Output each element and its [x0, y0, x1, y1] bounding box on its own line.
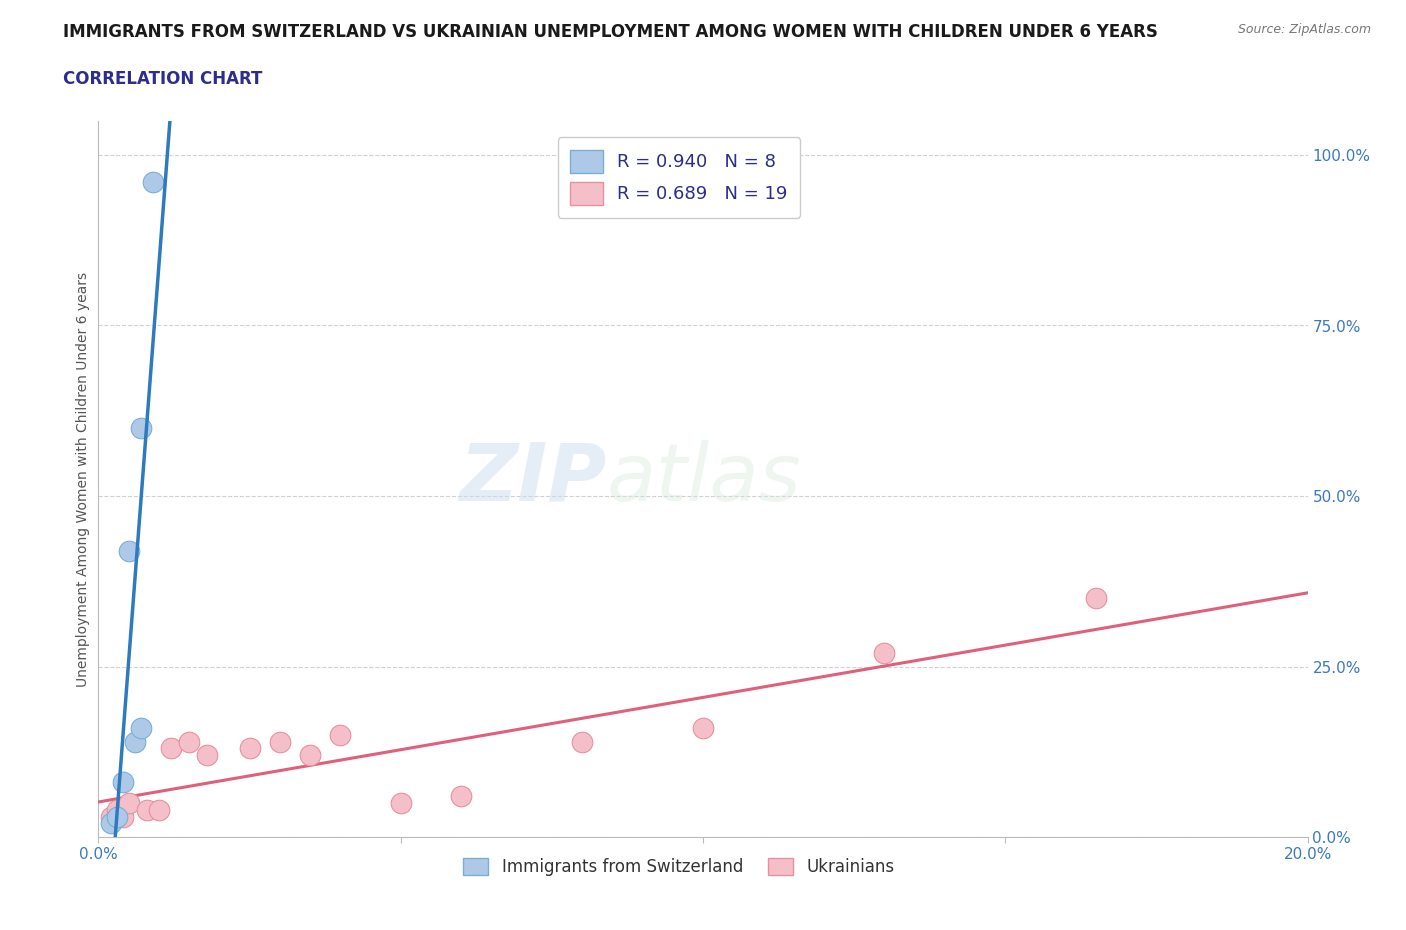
Point — [105, 803, 128, 817]
Point — [142, 175, 165, 190]
Point — [100, 809, 122, 824]
Point — [389, 795, 412, 810]
Point — [135, 803, 157, 817]
Point — [111, 775, 134, 790]
Point — [160, 741, 183, 756]
Point — [269, 734, 291, 749]
Point — [111, 809, 134, 824]
Point — [129, 721, 152, 736]
Point — [105, 809, 128, 824]
Point — [1085, 591, 1108, 605]
Point — [692, 721, 714, 736]
Point — [329, 727, 352, 742]
Point — [100, 816, 122, 830]
Point — [179, 734, 201, 749]
Text: atlas: atlas — [606, 440, 801, 518]
Point — [124, 734, 146, 749]
Point — [299, 748, 322, 763]
Point — [118, 543, 141, 558]
Text: Source: ZipAtlas.com: Source: ZipAtlas.com — [1237, 23, 1371, 36]
Point — [239, 741, 262, 756]
Point — [118, 795, 141, 810]
Text: CORRELATION CHART: CORRELATION CHART — [63, 70, 263, 87]
Text: ZIP: ZIP — [458, 440, 606, 518]
Text: IMMIGRANTS FROM SWITZERLAND VS UKRAINIAN UNEMPLOYMENT AMONG WOMEN WITH CHILDREN : IMMIGRANTS FROM SWITZERLAND VS UKRAINIAN… — [63, 23, 1159, 41]
Point — [873, 645, 896, 660]
Point — [129, 420, 152, 435]
Y-axis label: Unemployment Among Women with Children Under 6 years: Unemployment Among Women with Children U… — [76, 272, 90, 686]
Point — [148, 803, 170, 817]
Point — [450, 789, 472, 804]
Point — [571, 734, 593, 749]
Legend: Immigrants from Switzerland, Ukrainians: Immigrants from Switzerland, Ukrainians — [457, 851, 901, 883]
Point — [195, 748, 218, 763]
